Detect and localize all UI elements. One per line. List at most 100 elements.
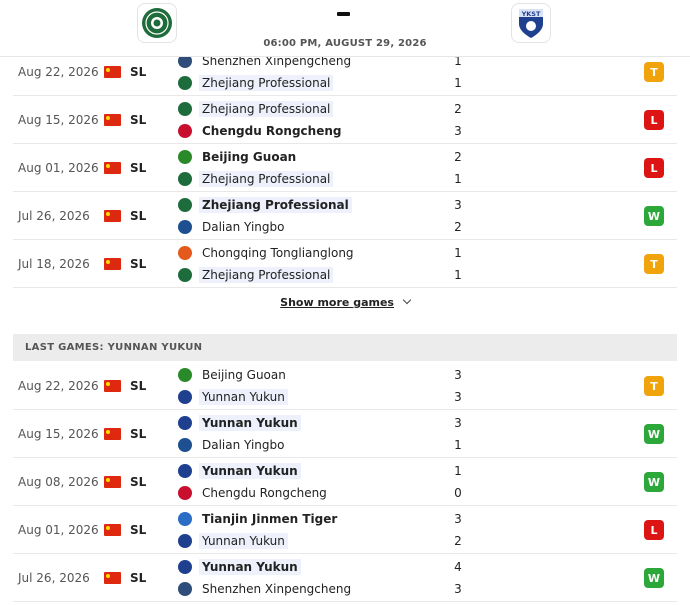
result-badge: W — [644, 568, 664, 588]
team-1[interactable]: Yunnan Yukun — [178, 462, 301, 480]
chevron-down-icon — [402, 295, 412, 305]
team-2-score: 3 — [454, 390, 462, 404]
team-logo-icon — [178, 486, 192, 500]
team-1[interactable]: Yunnan Yukun — [178, 558, 301, 576]
team-name: Zhejiang Professional — [199, 75, 334, 91]
team-1[interactable]: Beijing Guoan — [178, 366, 289, 384]
team-2[interactable]: Zhejiang Professional — [178, 74, 334, 92]
match-date: Aug 08, 2026 — [18, 475, 99, 489]
home-team-games-list: Aug 22, 2026 SL Shenzhen Xinpengcheng Zheji… — [13, 48, 677, 288]
china-flag-icon — [104, 66, 121, 78]
team-2[interactable]: Zhejiang Professional — [178, 170, 334, 188]
team-name: Beijing Guoan — [202, 150, 297, 164]
team-name: Beijing Guoan — [202, 368, 286, 382]
team-1-score: 3 — [454, 368, 462, 382]
team-1[interactable]: Tianjin Jinmen Tiger — [178, 510, 340, 528]
team-2[interactable]: Dalian Yingbo — [178, 218, 287, 236]
team-2[interactable]: Zhejiang Professional — [178, 266, 334, 284]
team-logo-icon — [178, 416, 192, 430]
team-1-score: 1 — [454, 54, 462, 68]
league-label: SL — [130, 113, 147, 127]
team-logo-icon — [178, 150, 192, 164]
team-name: Yunnan Yukun — [199, 415, 301, 431]
team-2-score: 2 — [454, 534, 462, 548]
match-row[interactable]: Aug 22, 2026 SL Shenzhen Xinpengcheng Zheji… — [13, 48, 677, 96]
team-logo-icon — [178, 54, 192, 68]
team-logo-icon — [178, 102, 192, 116]
match-row[interactable]: Jul 18, 2026 SL Chongqing Tonglianglong Zhe… — [13, 240, 677, 288]
team-logo-icon — [178, 198, 192, 212]
home-team-logo-icon[interactable] — [137, 3, 177, 43]
team-2-score: 3 — [454, 124, 462, 138]
team-logo-icon — [178, 368, 192, 382]
team-2[interactable]: Yunnan Yukun — [178, 532, 288, 550]
away-section-title: LAST GAMES: YUNNAN YUKUN — [13, 334, 677, 361]
team-logo-icon — [178, 76, 192, 90]
league-label: SL — [130, 65, 147, 79]
team-logo-icon — [178, 246, 192, 260]
match-row[interactable]: Aug 01, 2026 SL Tianjin Jinmen Tiger Yunnan… — [13, 506, 677, 554]
team-logo-icon — [178, 464, 192, 478]
match-row[interactable]: Jul 26, 2026 SL Yunnan Yukun Shenzhen Xinpe… — [13, 554, 677, 602]
team-name: Shenzhen Xinpengcheng — [202, 582, 352, 596]
team-1[interactable]: Chongqing Tonglianglong — [178, 244, 357, 262]
match-date: Jul 18, 2026 — [18, 257, 90, 271]
team-logo-icon — [178, 582, 192, 596]
league-label: SL — [130, 523, 147, 537]
league-label: SL — [130, 571, 147, 585]
match-row[interactable]: Aug 01, 2026 SL Beijing Guoan Zhejiang Prof… — [13, 144, 677, 192]
match-row[interactable]: Aug 15, 2026 SL Yunnan Yukun Dalian Yingbo 3… — [13, 410, 677, 458]
league-label: SL — [130, 379, 147, 393]
team-logo-icon — [178, 438, 192, 452]
team-1[interactable]: Beijing Guoan — [178, 148, 299, 166]
team-logo-icon — [178, 390, 192, 404]
match-row[interactable]: Aug 22, 2026 SL Beijing Guoan Yunnan Yukun 3… — [13, 362, 677, 410]
team-name: Chengdu Rongcheng — [202, 124, 342, 138]
team-2-score: 1 — [454, 268, 462, 282]
match-row[interactable]: Aug 08, 2026 SL Yunnan Yukun Chengdu Rongch… — [13, 458, 677, 506]
team-name: Zhejiang Professional — [199, 267, 334, 283]
league-label: SL — [130, 161, 147, 175]
result-badge: T — [644, 254, 664, 274]
match-date: Aug 22, 2026 — [18, 65, 99, 79]
team-2[interactable]: Chengdu Rongcheng — [178, 122, 344, 140]
team-name: Dalian Yingbo — [202, 438, 285, 452]
svg-text:YKST: YKST — [521, 10, 541, 18]
result-badge: L — [644, 520, 664, 540]
team-1[interactable]: Yunnan Yukun — [178, 414, 301, 432]
match-date: Jul 26, 2026 — [18, 209, 90, 223]
result-badge: W — [644, 206, 664, 226]
team-1[interactable]: Zhejiang Professional — [178, 196, 352, 214]
team-1[interactable]: Zhejiang Professional — [178, 100, 334, 118]
team-1[interactable]: Shenzhen Xinpengcheng — [178, 52, 354, 70]
china-flag-icon — [104, 524, 121, 536]
league-label: SL — [130, 257, 147, 271]
show-more-games-button[interactable]: Show more games — [0, 295, 690, 309]
result-badge: L — [644, 110, 664, 130]
team-logo-icon — [178, 268, 192, 282]
china-flag-icon — [104, 162, 121, 174]
team-2[interactable]: Yunnan Yukun — [178, 388, 288, 406]
china-flag-icon — [104, 428, 121, 440]
team-1-score: 3 — [454, 198, 462, 212]
team-name: Zhejiang Professional — [199, 197, 352, 213]
result-badge: W — [644, 472, 664, 492]
china-flag-icon — [104, 114, 121, 126]
match-row[interactable]: Jul 26, 2026 SL Zhejiang Professional Dalia… — [13, 192, 677, 240]
score-separator — [337, 12, 350, 16]
match-date: Aug 01, 2026 — [18, 161, 99, 175]
team-2[interactable]: Chengdu Rongcheng — [178, 484, 330, 502]
team-2[interactable]: Dalian Yingbo — [178, 436, 287, 454]
team-2-score: 1 — [454, 172, 462, 186]
team-name: Yunnan Yukun — [199, 389, 288, 405]
away-team-logo-icon[interactable]: YKST — [511, 3, 551, 43]
team-1-score: 3 — [454, 512, 462, 526]
team-logo-icon — [178, 124, 192, 138]
team-2-score: 2 — [454, 220, 462, 234]
match-row[interactable]: Aug 15, 2026 SL Zhejiang Professional Cheng… — [13, 96, 677, 144]
match-date: Jul 26, 2026 — [18, 571, 90, 585]
match-date: Aug 15, 2026 — [18, 427, 99, 441]
team-2[interactable]: Shenzhen Xinpengcheng — [178, 580, 354, 598]
team-2-score: 0 — [454, 486, 462, 500]
team-name: Tianjin Jinmen Tiger — [202, 512, 338, 526]
